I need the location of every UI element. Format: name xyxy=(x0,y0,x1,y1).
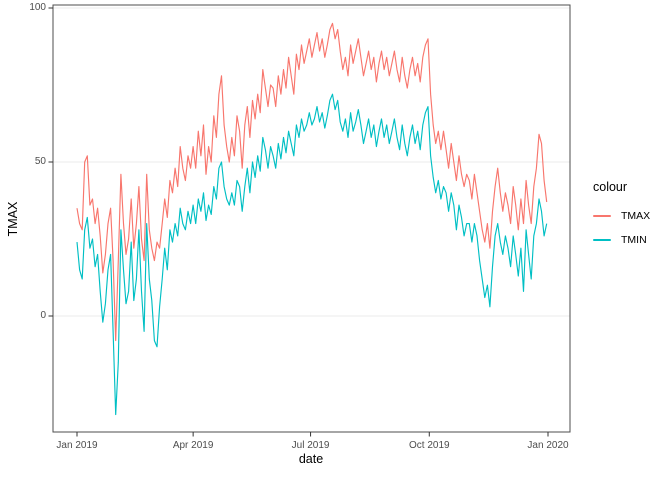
axis-tick-marks xyxy=(48,7,549,437)
tmin-line-swatch xyxy=(593,238,611,242)
panel-border xyxy=(52,4,571,433)
x-tick-label: Apr 2019 xyxy=(172,440,214,451)
tmax-line-swatch xyxy=(593,214,611,218)
y-tick-label: 0 xyxy=(40,310,46,321)
legend-item-tmin: TMIN xyxy=(588,228,672,252)
y-tick-label: 100 xyxy=(29,2,46,13)
series-line-tmax xyxy=(76,22,548,342)
x-tick-label: Jan 2020 xyxy=(527,440,569,451)
x-tick-label: Jan 2019 xyxy=(56,440,98,451)
legend: colour TMAX TMIN xyxy=(588,180,672,252)
legend-item-tmax: TMAX xyxy=(588,204,672,228)
series-lines xyxy=(76,22,548,416)
y-tick-label: 50 xyxy=(34,156,46,167)
legend-label: TMIN xyxy=(621,234,647,246)
x-tick-label: Oct 2019 xyxy=(408,440,450,451)
y-axis-title: TMAX xyxy=(6,201,20,237)
gridlines xyxy=(53,7,570,317)
legend-title: colour xyxy=(593,180,628,194)
series-line-tmin xyxy=(76,93,548,416)
x-tick-label: Jul 2019 xyxy=(291,440,330,451)
x-axis-title: date xyxy=(298,452,324,466)
legend-label: TMAX xyxy=(621,210,651,222)
